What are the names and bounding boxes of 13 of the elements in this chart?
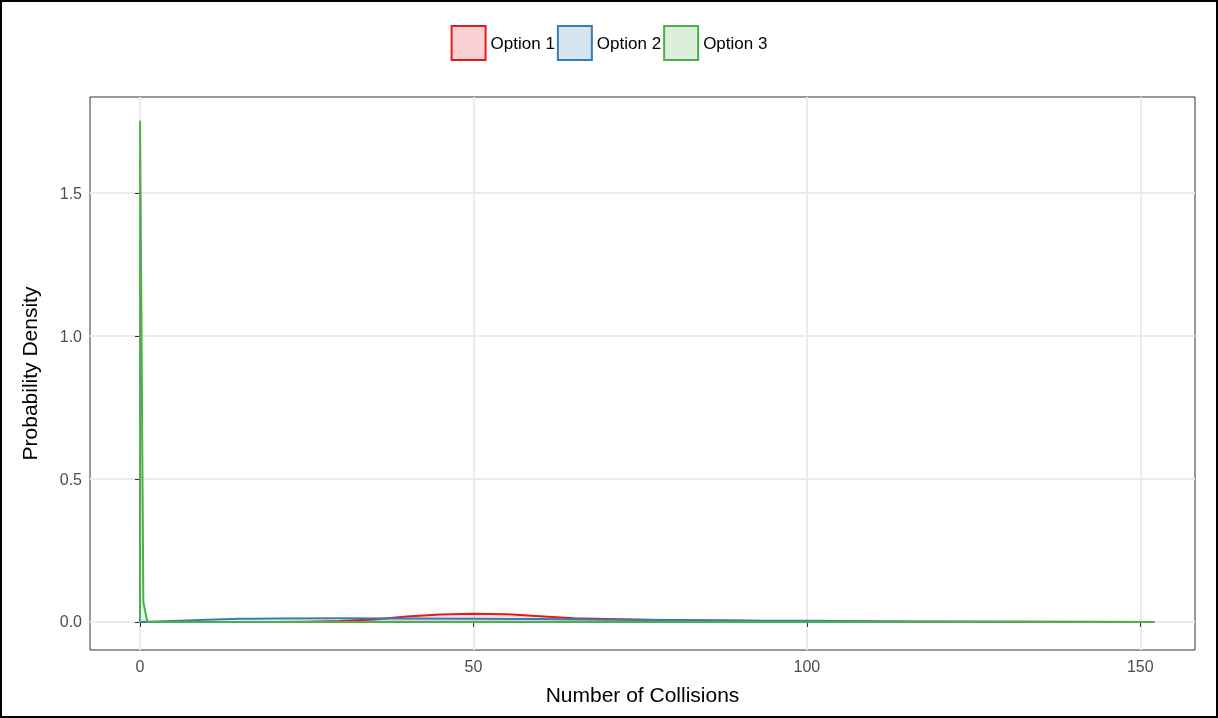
x-tick-label: 150 [1126,657,1154,675]
legend-label: Option 1 [490,33,555,53]
x-axis-title: Number of Collisions [545,683,740,706]
y-tick-label: 1.0 [59,327,83,345]
x-tick-label: 100 [793,657,821,675]
x-tick-label: 0 [135,657,145,675]
y-tick-label: 0.5 [59,470,83,488]
y-axis-title: Probability Density [18,286,41,461]
y-tick-label: 1.5 [59,184,83,202]
legend-label: Option 3 [703,33,768,53]
y-tick-label: 0.0 [59,613,83,631]
legend-label: Option 2 [596,33,662,53]
x-tick-label: 50 [464,657,483,675]
